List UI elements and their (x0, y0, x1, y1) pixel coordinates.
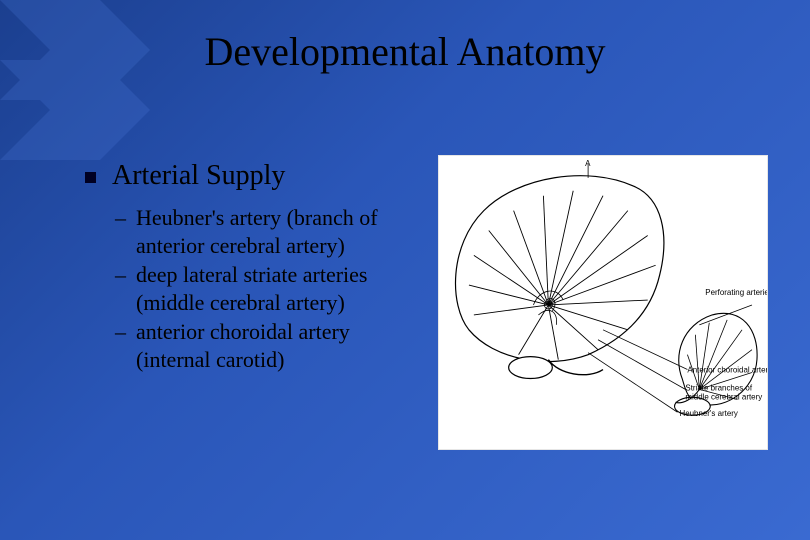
list-item: – Heubner's artery (branch of anterior c… (115, 204, 420, 259)
text-content: Arterial Supply – Heubner's artery (bran… (85, 160, 420, 375)
anatomy-figure: A Perforating arteries Anterior choroida… (438, 155, 768, 450)
bullet-level1: Arterial Supply (85, 160, 420, 192)
figure-marker-a: A (585, 159, 591, 168)
list-item: – anterior choroidal artery (internal ca… (115, 318, 420, 373)
dash-bullet-icon: – (115, 204, 126, 232)
dash-bullet-icon: – (115, 261, 126, 289)
subitem-text: anterior choroidal artery (internal caro… (136, 318, 420, 373)
subitem-list: – Heubner's artery (branch of anterior c… (115, 204, 420, 373)
list-item: – deep lateral striate arteries (middle … (115, 261, 420, 316)
subitem-text: deep lateral striate arteries (middle ce… (136, 261, 420, 316)
dash-bullet-icon: – (115, 318, 126, 346)
heading-text: Arterial Supply (112, 160, 285, 192)
figure-label-anterior-choroidal: Anterior choroidal artery (687, 366, 767, 375)
figure-label-striate-branches: Striate branches of middle cerebral arte… (685, 383, 762, 401)
figure-label-perforating: Perforating arteries (705, 288, 767, 297)
slide-title: Developmental Anatomy (0, 28, 810, 75)
figure-label-heubner: Heubner's artery (679, 409, 737, 418)
square-bullet-icon (85, 172, 96, 183)
slide-content: Developmental Anatomy Arterial Supply – … (0, 0, 810, 540)
subitem-text: Heubner's artery (branch of anterior cer… (136, 204, 420, 259)
